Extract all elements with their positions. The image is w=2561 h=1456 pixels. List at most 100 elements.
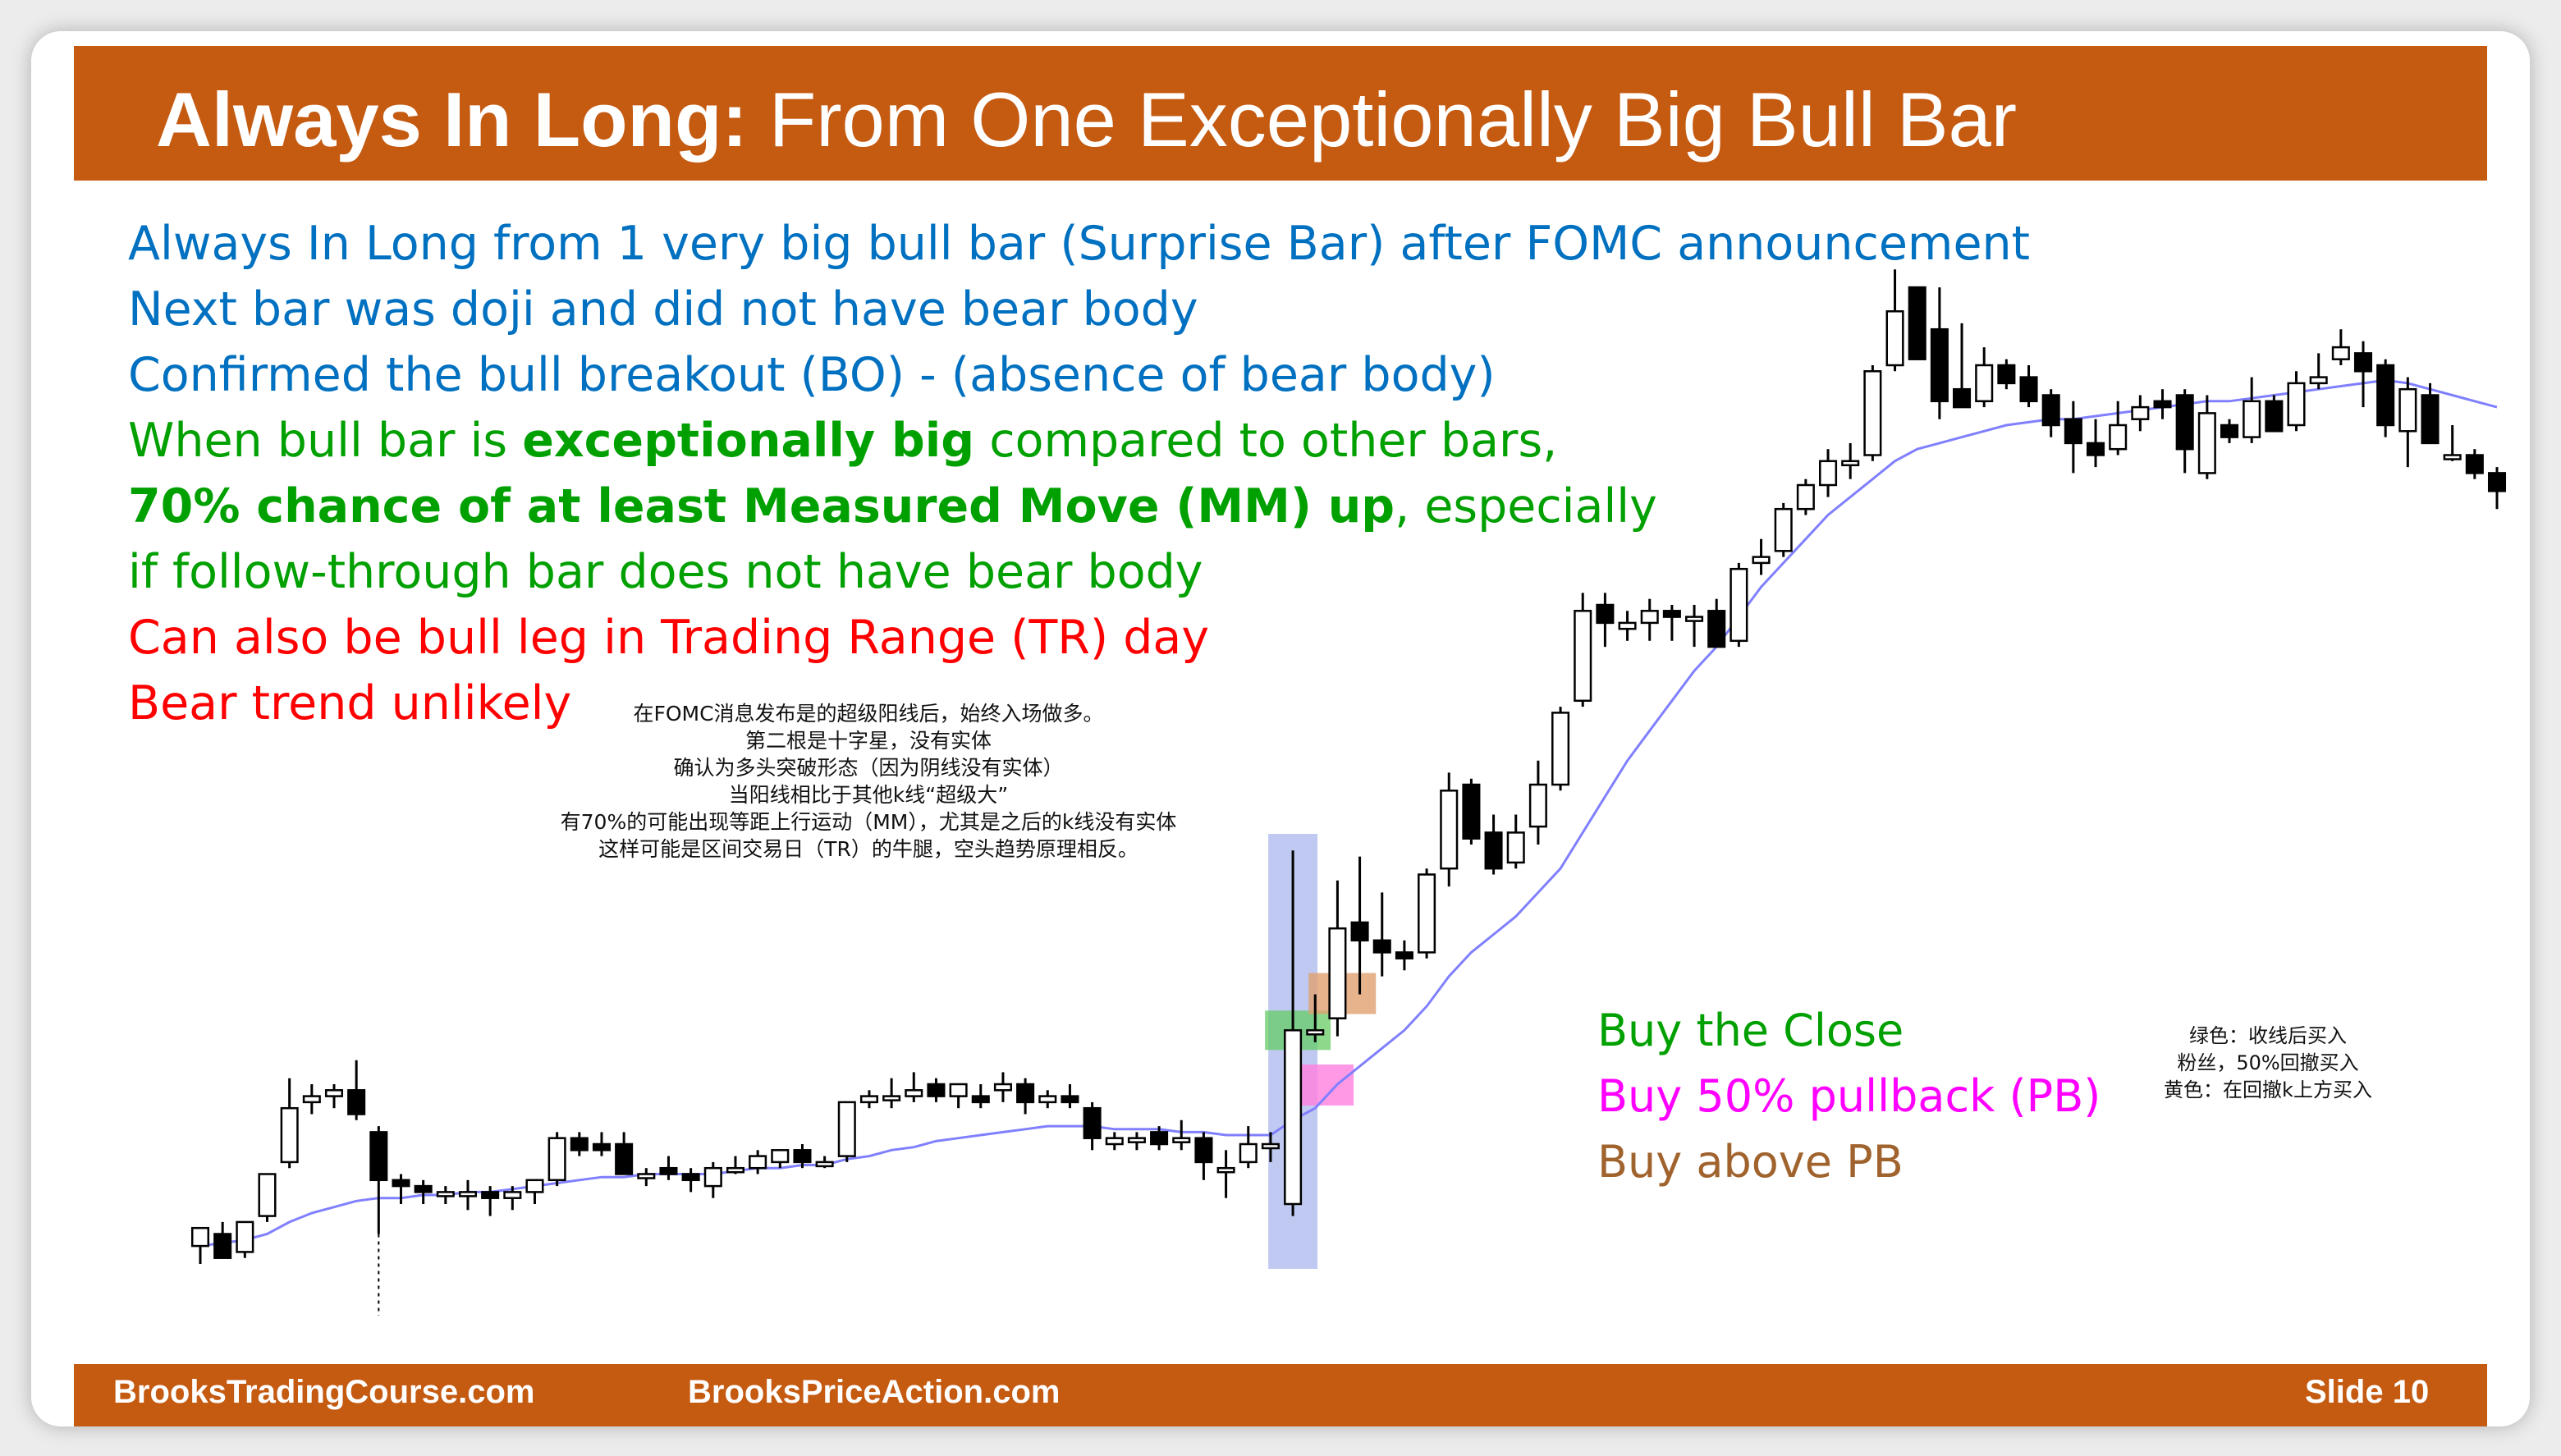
candle-body — [2064, 418, 2082, 445]
chinese-notes: 在FOMC消息发布是的超级阳线后，始终入场做多。 第二根是十字星，没有实体 确认… — [557, 700, 1180, 863]
candle-body — [927, 1083, 946, 1097]
candle-body — [1350, 921, 1369, 942]
candle-body — [1284, 1029, 1303, 1206]
candle-body — [2041, 394, 2060, 427]
candle-body — [1194, 1137, 1213, 1164]
candle-body — [1261, 1142, 1280, 1150]
candle-body — [392, 1179, 410, 1188]
candle-body — [749, 1155, 767, 1170]
candle-body — [1105, 1137, 1124, 1146]
candle-body — [949, 1083, 968, 1097]
candle-body — [659, 1166, 678, 1175]
candle-body — [2109, 424, 2128, 451]
text-line-2: Next bar was doji and did not have bear … — [128, 282, 1198, 337]
candle-body — [993, 1083, 1012, 1092]
text-line-4a: When bull bar is — [128, 414, 523, 468]
candle-body — [1150, 1131, 1169, 1146]
candle-body — [637, 1173, 656, 1179]
candle-body — [2421, 394, 2440, 445]
title-bar: Always In Long: From One Exceptionally B… — [74, 46, 2487, 181]
candle-body — [324, 1089, 344, 1097]
buy-legend: Buy the Close Buy 50% pullback (PB) Buy … — [1597, 998, 2101, 1195]
title-bold: Always In Long: — [156, 76, 748, 163]
candle-body — [1752, 556, 1771, 565]
candle-body — [280, 1106, 299, 1164]
candle-body — [905, 1089, 923, 1097]
candle-body — [2331, 346, 2350, 360]
color-note-line: 粉丝，50%回撤买入 — [2177, 1051, 2359, 1074]
candle-body — [1528, 783, 1547, 828]
candle-body — [2265, 400, 2284, 433]
candle-body — [1127, 1137, 1146, 1143]
candle-body — [1372, 939, 1391, 954]
cn-note: 当阳线相比于其他k线“超级大” — [728, 783, 1009, 807]
candle-body — [1484, 831, 1503, 870]
text-line-4: When bull bar is exceptionally big compa… — [128, 415, 1557, 467]
legend-buy-pullback: Buy 50% pullback (PB) — [1597, 1070, 2101, 1122]
text-line-6: if follow-through bar does not have bear… — [128, 545, 1203, 599]
candle-body — [726, 1166, 744, 1174]
candle-body — [1729, 567, 1748, 643]
text-line-3: Confirmed the bull breakout (BO) - (abse… — [128, 348, 1496, 402]
candle-body — [2175, 394, 2194, 451]
candle-body — [1662, 610, 1681, 618]
cn-note: 第二根是十字星，没有实体 — [744, 729, 992, 753]
candle-body — [1997, 364, 2016, 385]
cn-note: 在FOMC消息发布是的超级阳线后，始终入场做多。 — [633, 702, 1104, 726]
footer-site-left: BrooksTradingCourse.com — [113, 1374, 535, 1410]
text-line-5: 70% chance of at least Measured Move (MM… — [128, 481, 1657, 533]
text-line-4c: compared to other bars, — [974, 414, 1558, 468]
cn-note: 有70%的可能出现等距上行运动（MM），尤其是之后的k线没有实体 — [560, 810, 1177, 834]
candle-body — [615, 1142, 634, 1175]
candle-body — [213, 1233, 232, 1259]
candle-body — [1551, 712, 1570, 786]
candle-body — [1016, 1083, 1035, 1104]
color-note-line: 绿色：收线后买入 — [2189, 1024, 2347, 1047]
candle-body — [2376, 364, 2395, 427]
candle-body — [1306, 1029, 1325, 1036]
candle-body — [1841, 460, 1860, 467]
candle-body — [1462, 783, 1481, 840]
text-line-8: Bear trend unlikely — [128, 676, 572, 730]
candle-body — [414, 1184, 433, 1193]
candle-body — [236, 1220, 254, 1253]
candle-body — [1418, 873, 1436, 954]
legend-buy-above-pb: Buy above PB — [1597, 1136, 1904, 1188]
candle-body — [837, 1101, 856, 1157]
candle-body — [2353, 352, 2373, 373]
candle-body — [547, 1137, 566, 1182]
text-line-5a: 70% chance of at least Measured Move (MM… — [128, 479, 1395, 533]
cn-note: 确认为多头突破形态（因为阴线没有实体） — [673, 756, 1064, 780]
candle-body — [570, 1137, 589, 1152]
candle-body — [1796, 483, 1815, 511]
candle-body — [592, 1142, 612, 1152]
ema-line — [199, 378, 2498, 1248]
candle-body — [2220, 424, 2239, 438]
candle-body — [481, 1191, 500, 1199]
candle-body — [458, 1191, 478, 1197]
candle-body — [1239, 1142, 1258, 1164]
candle-body — [1506, 831, 1525, 864]
candle-body — [2131, 405, 2150, 420]
text-line-5b: , especially — [1395, 479, 1657, 533]
candle-body — [1395, 951, 1413, 959]
footer-site-center: BrooksPriceAction.com — [688, 1374, 1061, 1410]
text-line-4b: exceptionally big — [522, 414, 975, 468]
candle-body — [1596, 603, 1615, 625]
candle-body — [1061, 1095, 1079, 1104]
candle-body — [190, 1226, 210, 1248]
candle-body — [1707, 610, 1726, 648]
slide: Always In Long: From One Exceptionally B… — [31, 31, 2530, 1426]
candle-body — [2197, 412, 2216, 474]
candle-body — [1819, 460, 1838, 487]
candle-body — [859, 1095, 878, 1104]
candle-body — [1328, 927, 1347, 1019]
candle-body — [2309, 376, 2328, 385]
candle-body — [2465, 454, 2484, 474]
candlestick-chart — [190, 269, 2507, 1316]
candle-body — [1774, 507, 1793, 552]
candle-body — [2243, 400, 2261, 438]
candle-body — [2086, 442, 2105, 456]
candle-body — [258, 1173, 277, 1217]
candle-body — [1172, 1137, 1191, 1143]
